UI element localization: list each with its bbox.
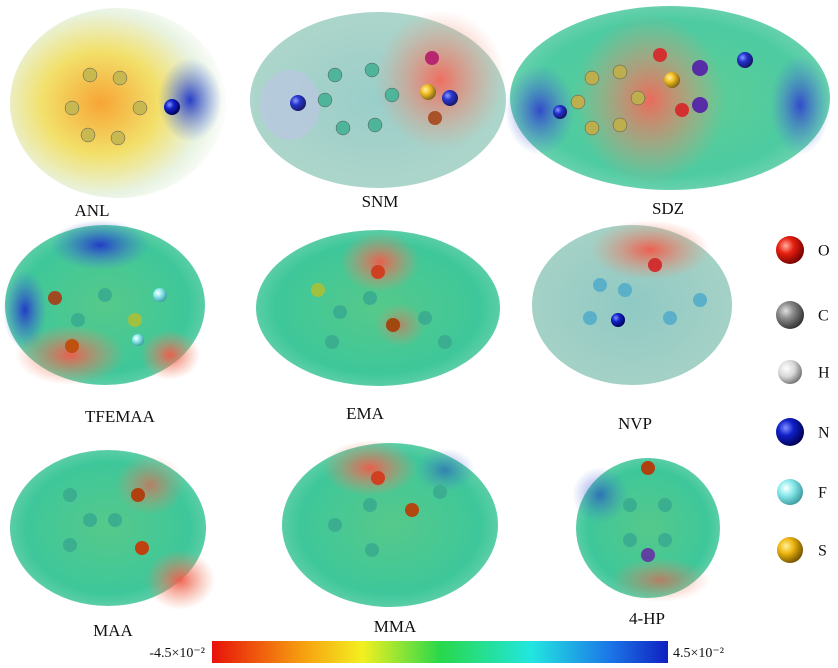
colorbar: [212, 641, 668, 663]
legend-atom: [776, 301, 804, 329]
esp-map: [505, 6, 830, 190]
colorbar-max-label: 4.5×10⁻²: [673, 646, 724, 661]
esp-map: [250, 10, 506, 188]
legend-label: S: [818, 543, 827, 560]
legend-atom: [776, 236, 804, 264]
legend-label: F: [818, 485, 827, 502]
esp-map: [572, 458, 720, 602]
molecule-label: MMA: [374, 617, 417, 636]
esp-map: [532, 220, 732, 385]
molecule-label: SDZ: [652, 199, 684, 218]
molecule-label: 4-HP: [629, 609, 665, 628]
legend-label: H: [818, 365, 830, 382]
legend-label: O: [818, 243, 830, 260]
esp-map: [256, 230, 500, 386]
molecule-label: MAA: [93, 621, 133, 640]
legend-atom: [776, 418, 804, 446]
legend-atom: [777, 537, 803, 563]
molecule-label: EMA: [346, 404, 385, 423]
esp-map: [3, 220, 205, 385]
legend-atom: [777, 479, 803, 505]
molecule-label: ANL: [75, 201, 110, 220]
molecule-label: TFEMAA: [85, 407, 156, 426]
esp-map: [10, 450, 215, 610]
legend: O C H N F S: [776, 236, 830, 563]
legend-atom: [778, 360, 802, 384]
colorbar-min-label: -4.5×10⁻²: [149, 646, 205, 661]
legend-label: N: [818, 425, 830, 442]
legend-label: C: [818, 308, 829, 325]
molecule-label: NVP: [618, 414, 652, 433]
esp-map: [282, 440, 498, 607]
esp-map: [10, 8, 226, 198]
molecule-label: SNM: [362, 192, 399, 211]
